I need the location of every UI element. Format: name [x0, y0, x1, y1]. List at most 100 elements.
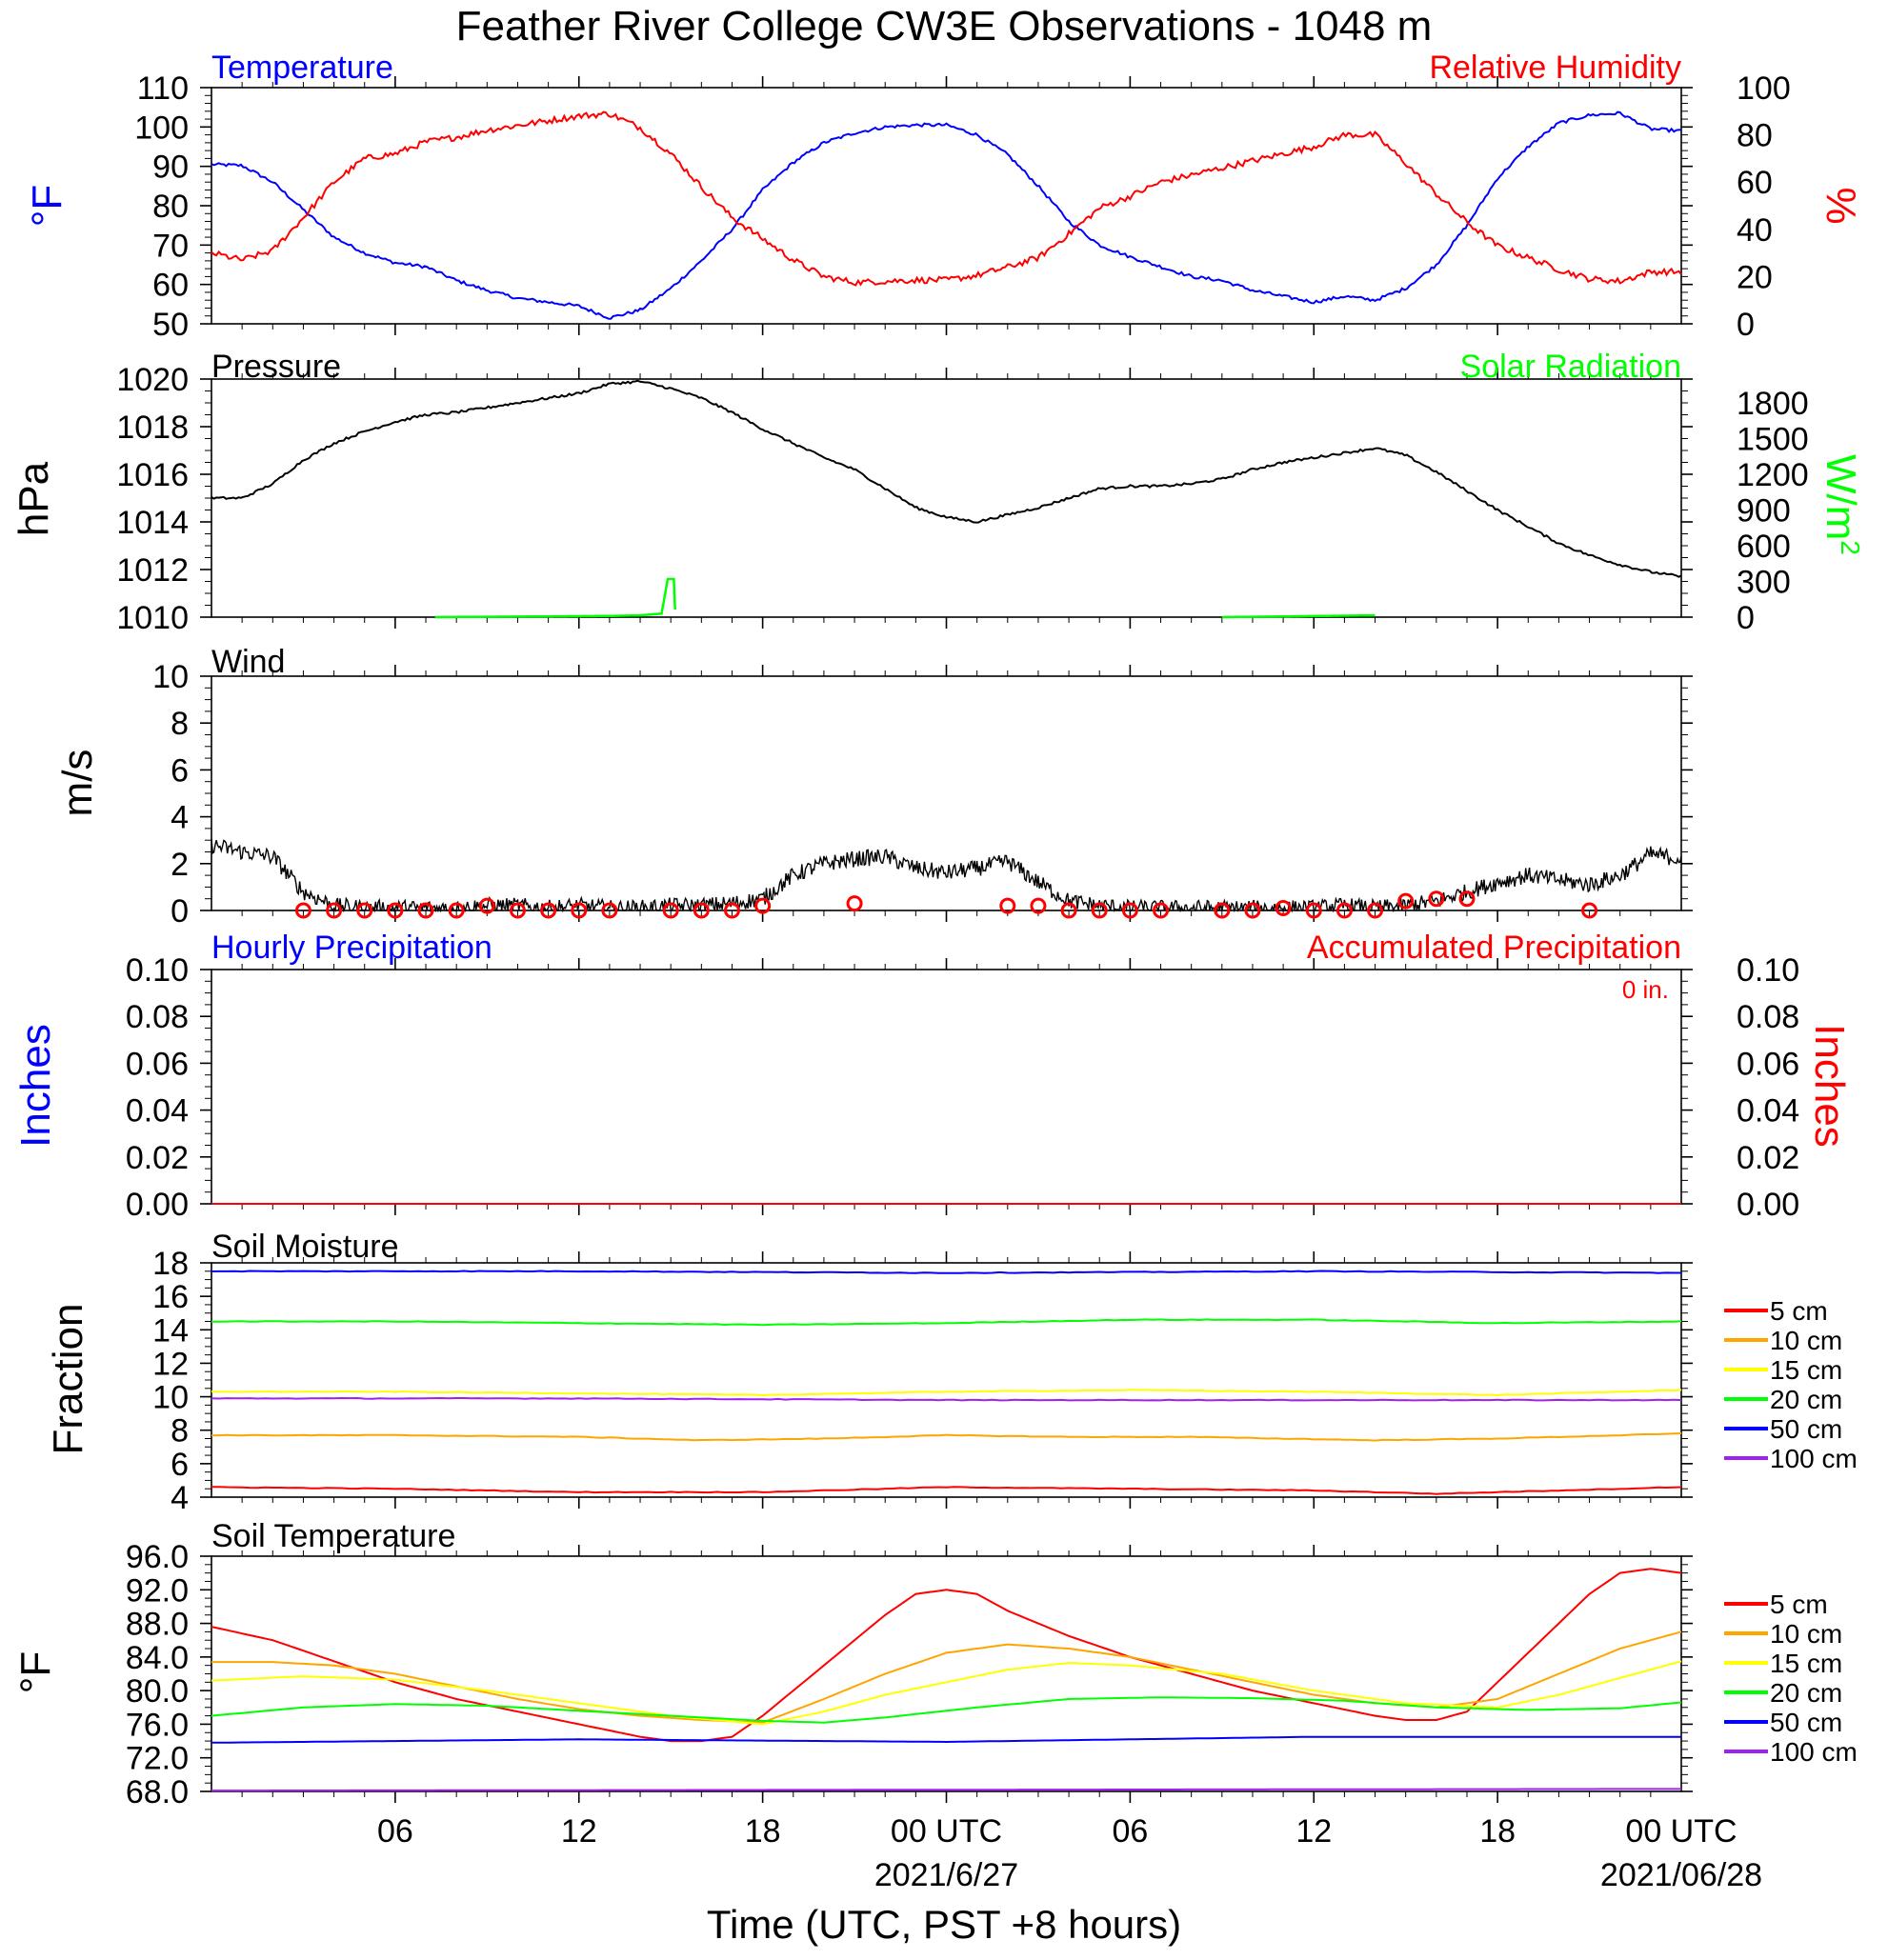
wind-marker: [509, 902, 526, 919]
wind-marker: [1121, 902, 1138, 919]
temp-rh-right-tick-label: 60: [1737, 165, 1773, 201]
wind-marker: [1581, 902, 1598, 919]
time-tick-label: 12: [1295, 1813, 1332, 1850]
temp-rh-right-tick-label: 0: [1737, 307, 1755, 343]
soil-temp-legend-label: 50 cm: [1770, 1708, 1842, 1737]
precip-right-tick-label: 0.06: [1737, 1046, 1799, 1082]
pressure-y-tick-label: 1018: [116, 410, 189, 446]
soil-temp-line: [211, 1696, 1682, 1724]
wind-marker: [1367, 902, 1384, 919]
wind-marker: [448, 902, 465, 919]
soil-moisture-line: [211, 1389, 1682, 1397]
wind-y-tick-label: 2: [171, 847, 189, 883]
pressure-right-tick-label: 0: [1737, 600, 1755, 636]
precip-y-tick-label: 0.08: [126, 999, 189, 1035]
time-tick-label: 12: [561, 1813, 597, 1850]
date-label-day2: 2021/06/28: [1600, 1857, 1762, 1893]
pressure-line: [211, 379, 1682, 578]
wind-marker: [1458, 890, 1476, 908]
pressure-right-tick-label: 300: [1737, 565, 1791, 601]
solar-line-day2: [1221, 613, 1376, 619]
x-axis-label: Time (UTC, PST +8 hours): [707, 1902, 1181, 1947]
soil-moisture-frame: [211, 1262, 1682, 1498]
time-tick-label: 00 UTC: [891, 1813, 1002, 1850]
wind-marker: [294, 902, 311, 919]
soil-moisture-y-tick-label: 8: [171, 1413, 189, 1450]
temp-rh-y-tick-label: 50: [152, 307, 189, 343]
soil-moisture-y-tick-label: 12: [152, 1346, 189, 1382]
soil-moisture-y-tick-label: 10: [152, 1380, 189, 1416]
temperature-title: Temperature: [211, 50, 393, 86]
solar-line-day1: [434, 577, 676, 619]
soil-moisture-y-tick-label: 16: [152, 1279, 189, 1315]
temp-rh-right-tick-label: 80: [1737, 118, 1773, 154]
time-tick-label: 18: [1479, 1813, 1516, 1850]
wind-marker: [846, 895, 863, 912]
soil-temp-frame: [211, 1555, 1682, 1792]
soil-temp-line: [211, 1788, 1681, 1792]
humidity-line: [211, 110, 1682, 287]
precip-y-tick-label: 0.10: [126, 952, 189, 989]
accum-precip-total: 0 in.: [1622, 975, 1669, 1004]
soil-moisture-line: [211, 1318, 1682, 1327]
wind-marker: [356, 902, 373, 919]
date-label-day1: 2021/6/27: [874, 1857, 1018, 1893]
soil-temp-y-tick-label: 92.0: [126, 1572, 189, 1609]
precip-right-tick-label: 0.04: [1737, 1093, 1799, 1130]
wind-marker: [723, 902, 740, 919]
soil-moisture-legend-label: 100 cm: [1770, 1444, 1858, 1473]
temp-rh-y-tick-label: 110: [137, 70, 189, 107]
wind-marker: [387, 902, 404, 919]
wind-marker: [1214, 902, 1231, 919]
wind-y-tick-label: 6: [171, 752, 189, 789]
soil-moisture-y-tick-label: 6: [171, 1447, 189, 1483]
wind-marker: [999, 897, 1016, 914]
accum-precip-unit: Inches: [1806, 1024, 1853, 1148]
humidity-unit: %: [1818, 187, 1864, 224]
pressure-panel: 1010 1012 1014 1016 1018 1020 0300600900120015…: [10, 349, 1866, 636]
wind-marker: [693, 902, 710, 919]
soil-temp-y-tick-label: 80.0: [126, 1673, 189, 1710]
soil-moisture-line: [211, 1396, 1682, 1402]
soil-temp-line: [211, 1660, 1682, 1726]
temp-rh-y-tick-label: 70: [152, 228, 189, 264]
pressure-y-tick-label: 1016: [116, 457, 189, 493]
solar-unit: W/m2: [1818, 454, 1866, 555]
soil-moisture-legend-label: 10 cm: [1770, 1326, 1842, 1355]
time-tick-label: 18: [745, 1813, 781, 1850]
soil-temp-legend-label: 100 cm: [1770, 1737, 1858, 1767]
wind-marker: [1091, 902, 1108, 919]
wind-marker: [1336, 902, 1353, 919]
soil-temp-line: [211, 1735, 1681, 1744]
pressure-unit: hPa: [10, 461, 57, 536]
time-tick-label: 00 UTC: [1625, 1813, 1737, 1850]
wind-marker: [1397, 892, 1415, 910]
soil-moisture-title: Soil Moisture: [211, 1229, 399, 1265]
pressure-right-tick-label: 1200: [1737, 457, 1809, 493]
precip-right-tick-label: 0.10: [1737, 952, 1799, 989]
solar-title: Solar Radiation: [1460, 349, 1681, 385]
temperature-line: [211, 110, 1682, 320]
wind-marker: [1060, 902, 1077, 919]
temp-rh-right-tick-label: 100: [1737, 70, 1791, 107]
temperature-unit: °F: [24, 185, 70, 227]
wind-line: [211, 838, 1682, 913]
soil-moisture-legend-label: 5 cm: [1770, 1296, 1828, 1326]
soil-moisture-line: [211, 1270, 1681, 1274]
figure-title: Feather River College CW3E Observations …: [456, 3, 1433, 50]
time-axis: 06 12 18 00 UTC 06 12 18 00 UTC 2021/6/27 2021/06…: [377, 1813, 1762, 1893]
wind-marker: [1275, 900, 1292, 917]
pressure-title: Pressure: [211, 349, 341, 385]
wind-y-tick-label: 0: [171, 893, 189, 930]
humidity-title: Relative Humidity: [1429, 50, 1681, 86]
wind-marker: [754, 897, 772, 914]
precip-y-tick-label: 0.00: [126, 1187, 189, 1223]
soil-temp-legend-label: 15 cm: [1770, 1649, 1842, 1678]
soil-temp-legend-label: 20 cm: [1770, 1678, 1842, 1708]
wind-marker: [1244, 902, 1261, 919]
wind-marker: [662, 902, 679, 919]
wind-marker: [1428, 890, 1445, 908]
precip-right-tick-label: 0.02: [1737, 1140, 1799, 1176]
temp-rh-right-tick-label: 40: [1737, 212, 1773, 249]
